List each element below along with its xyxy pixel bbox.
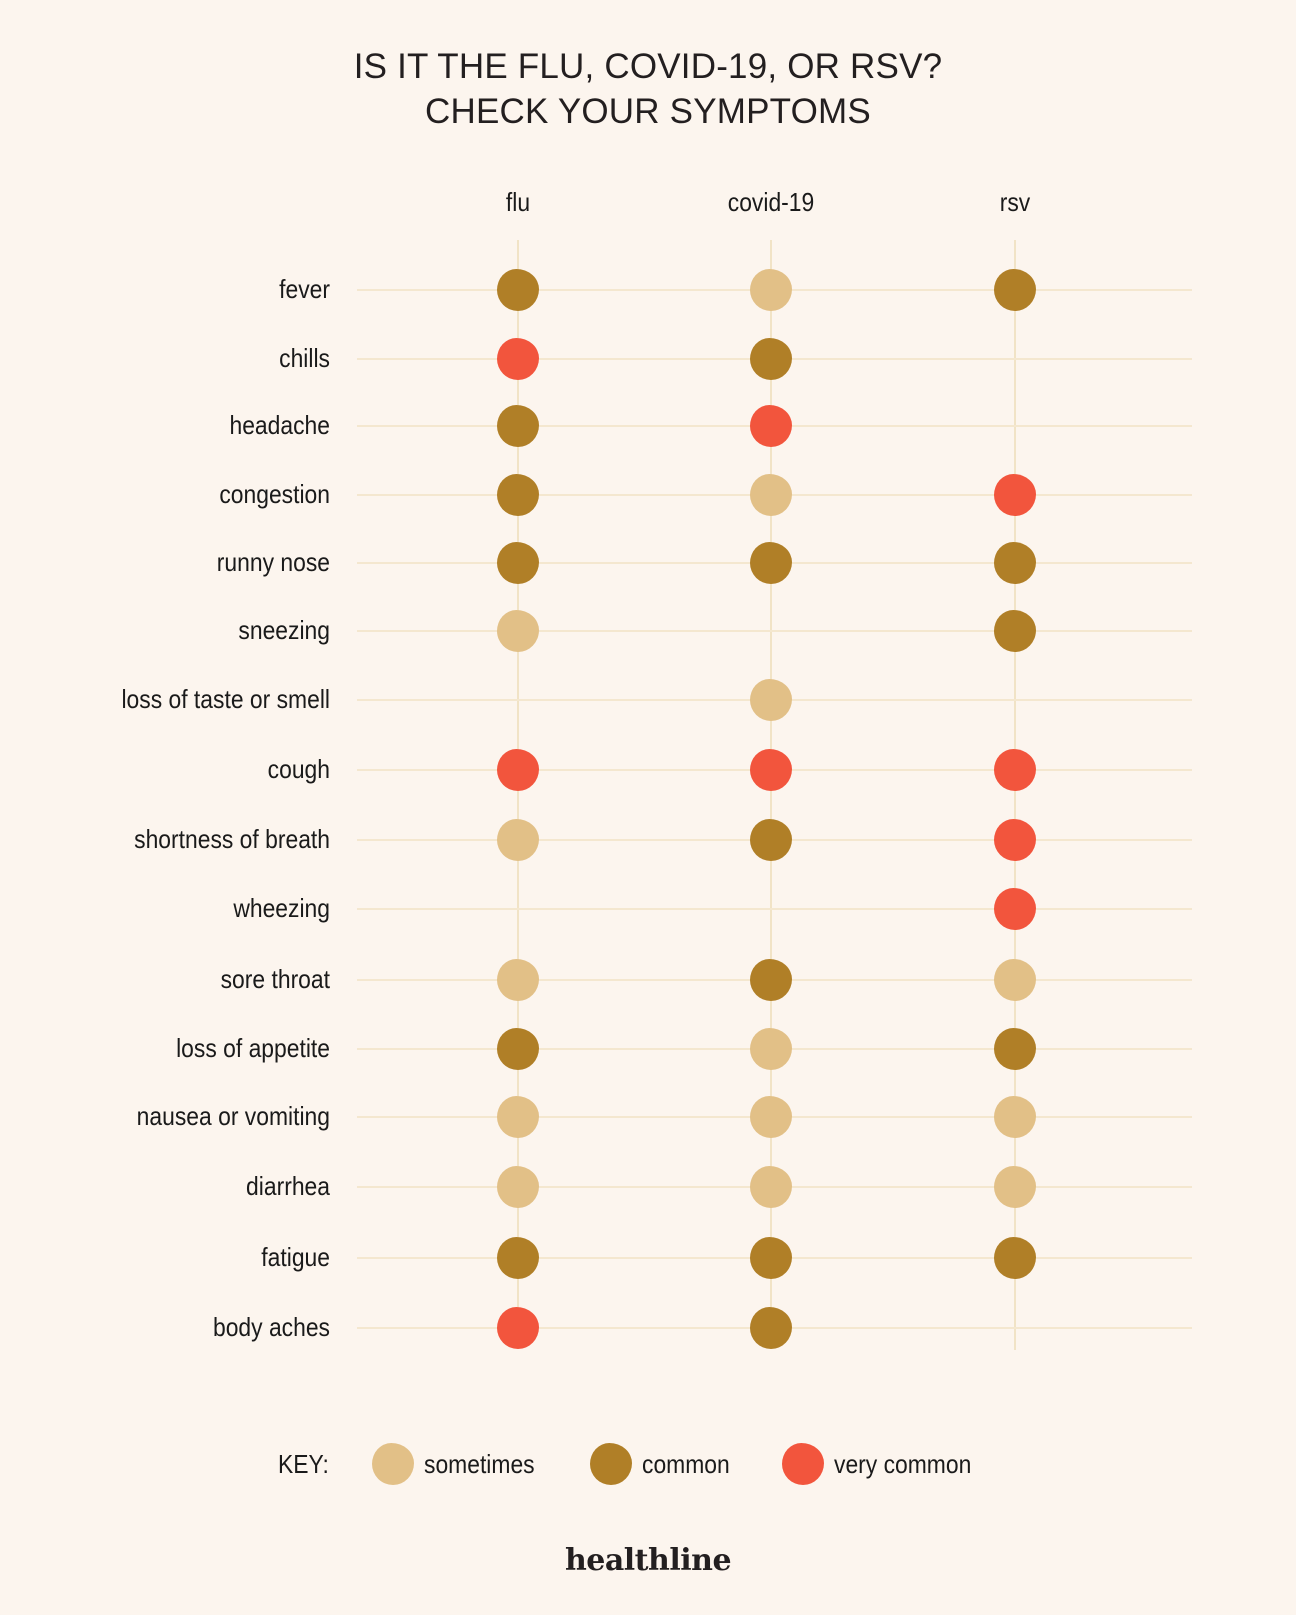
sometimes-dot-icon — [750, 269, 792, 311]
row-label: loss of appetite — [176, 1033, 330, 1063]
very-common-dot-icon — [497, 338, 539, 380]
common-dot-icon — [497, 542, 539, 584]
sometimes-dot-icon — [994, 959, 1036, 1001]
row-label: fatigue — [261, 1242, 330, 1272]
row-line — [357, 908, 1192, 910]
row-label: wheezing — [233, 893, 330, 923]
common-dot-icon — [590, 1443, 632, 1485]
column-header-rsv: rsv — [999, 187, 1031, 217]
common-dot-icon — [994, 269, 1036, 311]
sometimes-dot-icon — [750, 1028, 792, 1070]
row-label: sore throat — [220, 964, 330, 994]
sometimes-dot-icon — [497, 819, 539, 861]
sometimes-dot-icon — [750, 1166, 792, 1208]
very-common-dot-icon — [497, 749, 539, 791]
row-label: fever — [279, 274, 330, 304]
very-common-dot-icon — [994, 474, 1036, 516]
row-label: congestion — [219, 479, 330, 509]
legend-label: very common — [834, 1449, 972, 1479]
common-dot-icon — [750, 959, 792, 1001]
sometimes-dot-icon — [372, 1443, 414, 1485]
legend: KEY: sometimes common very common — [278, 1443, 990, 1485]
sometimes-dot-icon — [497, 1166, 539, 1208]
title-line-1: IS IT THE FLU, COVID-19, OR RSV? — [353, 47, 943, 86]
very-common-dot-icon — [782, 1443, 824, 1485]
column-line-rsv — [1014, 240, 1016, 1350]
legend-item-sometimes: sometimes — [372, 1443, 550, 1485]
row-label: sneezing — [238, 615, 330, 645]
healthline-logo: healthline — [564, 1543, 732, 1578]
sometimes-dot-icon — [497, 1096, 539, 1138]
sometimes-dot-icon — [497, 610, 539, 652]
sometimes-dot-icon — [994, 1096, 1036, 1138]
row-label: headache — [229, 410, 330, 440]
very-common-dot-icon — [497, 1307, 539, 1349]
row-label: chills — [279, 343, 330, 373]
row-label: nausea or vomiting — [136, 1101, 330, 1131]
row-label: cough — [267, 754, 330, 784]
row-label: shortness of breath — [134, 824, 330, 854]
common-dot-icon — [497, 269, 539, 311]
sometimes-dot-icon — [994, 1166, 1036, 1208]
row-label: body aches — [212, 1312, 330, 1342]
common-dot-icon — [994, 1028, 1036, 1070]
common-dot-icon — [750, 1237, 792, 1279]
column-header-covid: covid-19 — [727, 187, 815, 217]
column-header-flu: flu — [505, 187, 531, 217]
very-common-dot-icon — [750, 405, 792, 447]
common-dot-icon — [750, 542, 792, 584]
sometimes-dot-icon — [750, 474, 792, 516]
row-line — [357, 630, 1192, 632]
common-dot-icon — [497, 405, 539, 447]
legend-label: common — [642, 1449, 730, 1479]
sometimes-dot-icon — [750, 679, 792, 721]
common-dot-icon — [994, 1237, 1036, 1279]
sometimes-dot-icon — [750, 1096, 792, 1138]
legend-title: KEY: — [278, 1449, 329, 1479]
common-dot-icon — [994, 610, 1036, 652]
common-dot-icon — [750, 1307, 792, 1349]
legend-item-very-common: very common — [782, 1443, 990, 1485]
common-dot-icon — [497, 1237, 539, 1279]
title-line-2: CHECK YOUR SYMPTOMS — [425, 92, 871, 131]
sometimes-dot-icon — [497, 959, 539, 1001]
very-common-dot-icon — [994, 819, 1036, 861]
legend-item-common: common — [590, 1443, 742, 1485]
row-label: loss of taste or smell — [121, 684, 331, 714]
common-dot-icon — [750, 338, 792, 380]
row-label: diarrhea — [246, 1171, 330, 1201]
common-dot-icon — [497, 474, 539, 516]
common-dot-icon — [750, 819, 792, 861]
chart-title: IS IT THE FLU, COVID-19, OR RSV? CHECK Y… — [0, 44, 1296, 134]
very-common-dot-icon — [994, 888, 1036, 930]
very-common-dot-icon — [994, 749, 1036, 791]
legend-label: sometimes — [424, 1449, 535, 1479]
row-label: runny nose — [216, 547, 330, 577]
very-common-dot-icon — [750, 749, 792, 791]
common-dot-icon — [994, 542, 1036, 584]
common-dot-icon — [497, 1028, 539, 1070]
